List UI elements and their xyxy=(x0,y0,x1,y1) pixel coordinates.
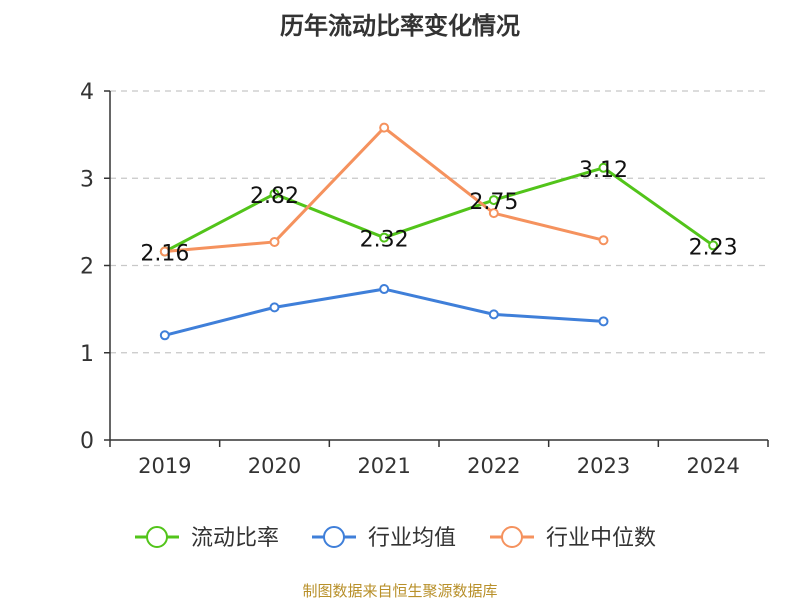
legend: 流动比率 行业均值 行业中位数 xyxy=(135,526,656,551)
grid-lines xyxy=(110,90,768,354)
axes: 0 1 2 3 4 2019 2020 2021 2022 2023 2024 xyxy=(80,80,769,478)
data-point xyxy=(269,188,280,199)
legend-label: 行业均值 xyxy=(368,526,456,551)
x-tick-label: 2019 xyxy=(138,454,191,478)
data-label: 2.75 xyxy=(469,190,518,215)
series-line xyxy=(164,287,604,337)
y-tick-label: 0 xyxy=(80,429,94,454)
data-point xyxy=(598,316,609,327)
source-footer: 制图数据来自恒生聚源数据库 xyxy=(302,582,497,600)
data-label: 2.23 xyxy=(689,235,738,260)
series-line xyxy=(164,166,715,253)
data-point xyxy=(488,195,499,206)
data-point xyxy=(708,240,719,251)
legend-marker-icon xyxy=(146,526,168,548)
data-point xyxy=(598,162,609,173)
legend-item: 行业中位数 xyxy=(490,526,656,551)
data-label: 2.32 xyxy=(360,228,409,253)
x-tick-label: 2023 xyxy=(577,454,630,478)
data-point xyxy=(488,309,499,320)
legend-marker-icon xyxy=(323,526,345,548)
data-point xyxy=(159,330,170,341)
legend-item: 流动比率 xyxy=(135,526,279,551)
chart-title: 历年流动比率变化情况 xyxy=(280,12,520,40)
series-group: 2.16 2.82 2.32 2.75 3.12 2.23 xyxy=(140,122,738,341)
legend-marker-icon xyxy=(501,526,523,548)
y-tick-label: 2 xyxy=(80,255,94,280)
data-point xyxy=(379,122,390,133)
x-tick-label: 2021 xyxy=(357,454,410,478)
data-point xyxy=(269,302,280,313)
data-point xyxy=(598,235,609,246)
data-point xyxy=(159,246,170,257)
y-tick-label: 4 xyxy=(80,80,94,105)
legend-item: 行业均值 xyxy=(312,526,456,551)
y-tick-label: 1 xyxy=(80,342,94,367)
data-label: 2.16 xyxy=(140,242,189,267)
data-point xyxy=(488,208,499,219)
x-tick-label: 2020 xyxy=(248,454,301,478)
x-tick-label: 2024 xyxy=(686,454,739,478)
y-tick-label: 3 xyxy=(80,167,94,192)
data-point xyxy=(379,232,390,243)
legend-label: 行业中位数 xyxy=(546,526,656,551)
data-label: 2.82 xyxy=(250,184,299,209)
x-tick-label: 2022 xyxy=(467,454,520,478)
data-point xyxy=(379,284,390,295)
legend-label: 流动比率 xyxy=(191,526,279,551)
data-label: 3.12 xyxy=(579,158,628,183)
data-point xyxy=(269,236,280,247)
